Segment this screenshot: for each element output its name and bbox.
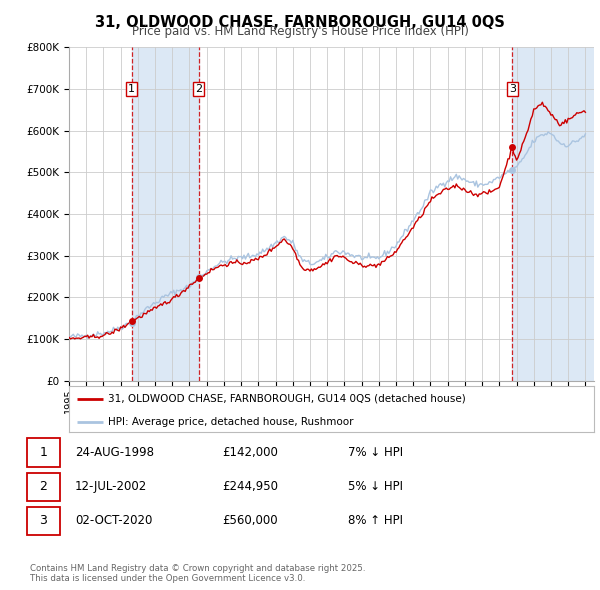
Text: Price paid vs. HM Land Registry's House Price Index (HPI): Price paid vs. HM Land Registry's House …: [131, 25, 469, 38]
Text: 2: 2: [40, 480, 47, 493]
Text: 12-JUL-2002: 12-JUL-2002: [75, 480, 147, 493]
Text: 02-OCT-2020: 02-OCT-2020: [75, 514, 152, 527]
Text: 3: 3: [40, 514, 47, 527]
Text: 8% ↑ HPI: 8% ↑ HPI: [348, 514, 403, 527]
Text: 1: 1: [40, 446, 47, 459]
Text: £560,000: £560,000: [222, 514, 278, 527]
Text: 31, OLDWOOD CHASE, FARNBOROUGH, GU14 0QS (detached house): 31, OLDWOOD CHASE, FARNBOROUGH, GU14 0QS…: [109, 394, 466, 404]
Text: 7% ↓ HPI: 7% ↓ HPI: [348, 446, 403, 459]
Bar: [512, 47, 594, 381]
Text: HPI: Average price, detached house, Rushmoor: HPI: Average price, detached house, Rush…: [109, 417, 354, 427]
Text: 2: 2: [195, 84, 202, 94]
Text: 24-AUG-1998: 24-AUG-1998: [75, 446, 154, 459]
Text: 3: 3: [509, 84, 516, 94]
Bar: [132, 47, 199, 381]
Text: £142,000: £142,000: [222, 446, 278, 459]
Text: £244,950: £244,950: [222, 480, 278, 493]
Text: Contains HM Land Registry data © Crown copyright and database right 2025.
This d: Contains HM Land Registry data © Crown c…: [30, 563, 365, 583]
Text: 5% ↓ HPI: 5% ↓ HPI: [348, 480, 403, 493]
Text: 1: 1: [128, 84, 135, 94]
Text: 31, OLDWOOD CHASE, FARNBOROUGH, GU14 0QS: 31, OLDWOOD CHASE, FARNBOROUGH, GU14 0QS: [95, 15, 505, 30]
